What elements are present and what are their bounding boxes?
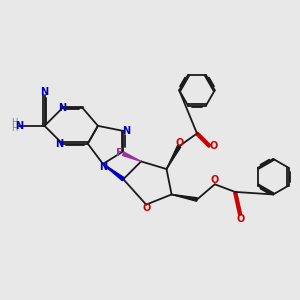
Text: H: H	[11, 124, 18, 134]
Polygon shape	[123, 152, 141, 161]
Text: N: N	[99, 162, 107, 172]
Text: N: N	[15, 121, 23, 131]
Polygon shape	[172, 194, 197, 201]
Text: O: O	[236, 214, 244, 224]
Text: O: O	[175, 138, 183, 148]
Polygon shape	[103, 164, 124, 181]
Text: F: F	[116, 148, 123, 158]
Text: O: O	[211, 176, 219, 185]
Text: O: O	[209, 141, 217, 151]
Text: N: N	[122, 126, 130, 136]
Polygon shape	[167, 145, 181, 169]
Text: N: N	[40, 87, 49, 97]
Text: N: N	[55, 139, 63, 148]
Text: N: N	[58, 103, 66, 113]
Text: O: O	[142, 203, 150, 213]
Text: H: H	[11, 118, 18, 127]
